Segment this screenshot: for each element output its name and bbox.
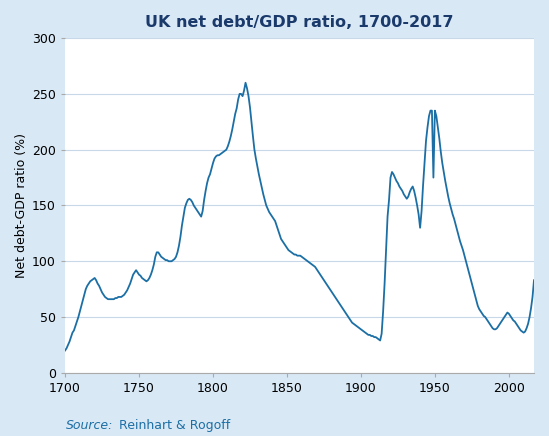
- Title: UK net debt/GDP ratio, 1700-2017: UK net debt/GDP ratio, 1700-2017: [145, 15, 454, 30]
- Text: Reinhart & Rogoff: Reinhart & Rogoff: [115, 419, 231, 433]
- Text: Source:: Source:: [66, 419, 113, 433]
- Y-axis label: Net debt-GDP ratio (%): Net debt-GDP ratio (%): [15, 133, 28, 278]
